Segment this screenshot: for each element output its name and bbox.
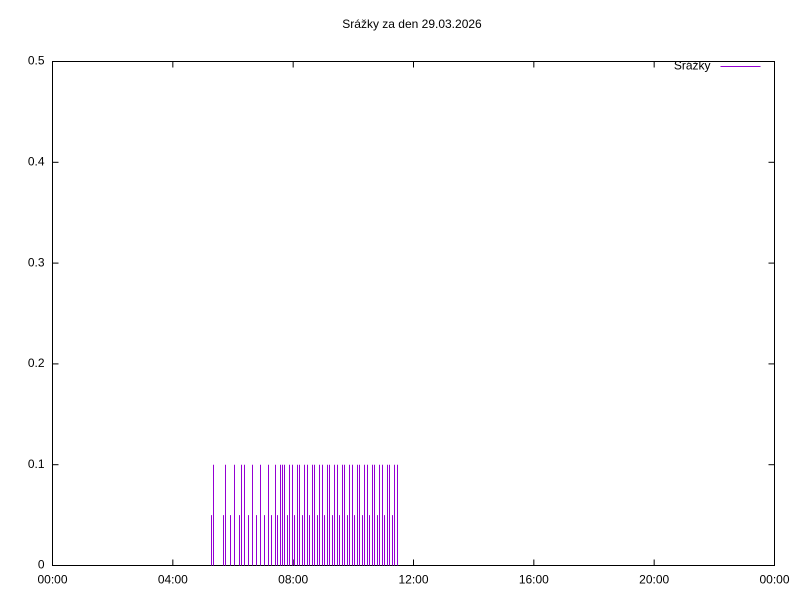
x-tick-label: 20:00 xyxy=(639,573,669,587)
x-tick-label: 12:00 xyxy=(398,573,428,587)
plot-border xyxy=(52,61,775,566)
y-tick-label: 0.5 xyxy=(28,54,45,68)
x-tick-label: 04:00 xyxy=(158,573,188,587)
y-tick-label: 0.1 xyxy=(28,457,45,471)
y-tick-label: 0.3 xyxy=(28,255,45,269)
y-tick-label: 0 xyxy=(38,558,45,572)
x-tick-label: 00:00 xyxy=(37,573,67,587)
x-tick-label: 08:00 xyxy=(278,573,308,587)
x-tick-label: 00:00 xyxy=(759,573,789,587)
chart-title: Srážky za den 29.03.2026 xyxy=(342,17,482,31)
y-tick-label: 0.4 xyxy=(28,154,45,168)
y-tick-label: 0.2 xyxy=(28,356,45,370)
x-tick-label: 16:00 xyxy=(519,573,549,587)
legend-label: Srážky xyxy=(674,59,711,73)
